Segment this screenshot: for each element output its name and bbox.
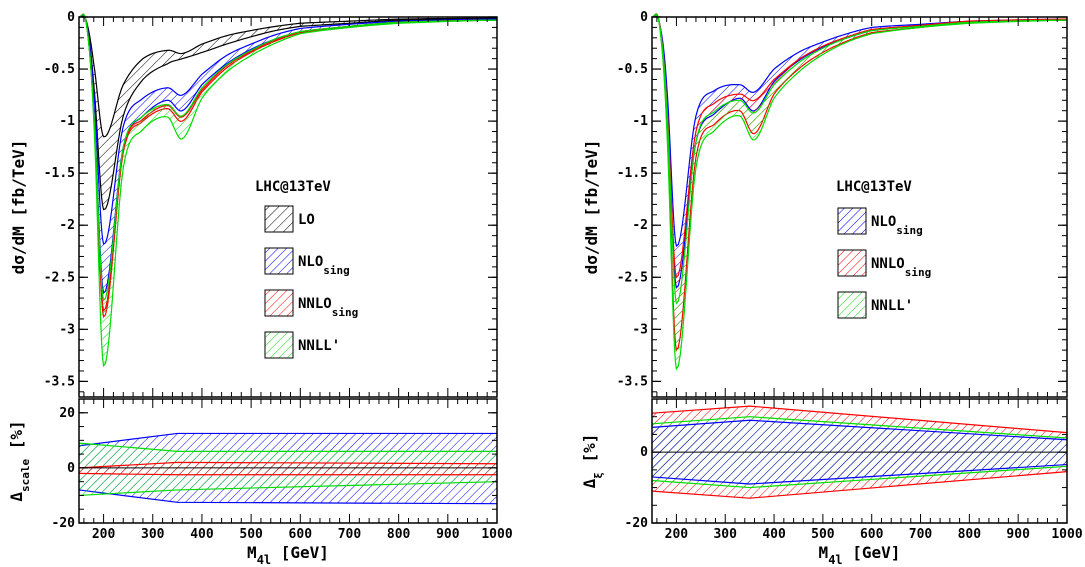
x-tick-label: 300	[141, 527, 165, 542]
ratio-y-tick-label: 0	[67, 461, 75, 476]
y-tick-label: -0.5	[617, 62, 648, 77]
x-tick-label: 1000	[481, 527, 512, 542]
ratio-y-tick-label: 0	[640, 445, 648, 460]
ratio-panel: 0 -20 200 300 400 500 600 700 800 900 1000 Δξ [%]	[580, 398, 1083, 542]
band-edge-high-blue	[78, 14, 498, 245]
band-edge-high-green	[79, 13, 498, 302]
x-tick-label: 300	[713, 527, 737, 542]
y-axis-label: dσ/dM [fb/TeV]	[9, 140, 28, 275]
ratio-edge-low-red	[651, 471, 1068, 499]
y-tick-label: 0	[640, 10, 648, 25]
y-tick-label: 0	[67, 10, 75, 25]
legend-label: LO	[298, 212, 315, 228]
x-tick-label: 200	[665, 527, 689, 542]
plot-frame	[78, 16, 498, 398]
ratio-band-red	[79, 462, 497, 475]
y-tick-label: -2	[632, 218, 648, 233]
y-tick-label: -3	[632, 322, 648, 337]
legend-swatch-black	[264, 205, 294, 233]
y-tick-label: -1.5	[44, 166, 75, 181]
legend-swatch-blue	[264, 247, 294, 275]
ratio-y-tick-label: 20	[59, 406, 75, 421]
ratio-y-axis-label: Δscale [%]	[7, 420, 32, 501]
legend: NLOsing NNLOsing NNLL'	[837, 207, 931, 319]
ratio-edge-high-green	[651, 416, 1068, 439]
y-tick-label: -1	[632, 114, 648, 129]
legend-label: NNLL'	[871, 298, 913, 314]
y-tick-label: -1.5	[617, 166, 648, 181]
collider-label: LHC@13TeV	[836, 179, 912, 195]
legend-swatch-blue	[837, 207, 867, 235]
plot-frame	[651, 16, 1068, 398]
ratio-edge-low-blue	[651, 463, 1068, 485]
x-axis-label: M4l [GeV]	[819, 543, 901, 567]
x-tick-label: 400	[190, 527, 214, 542]
band-edge-low-green	[651, 13, 1068, 371]
x-tick-label: 500	[811, 527, 835, 542]
legend-label: NNLOsing	[298, 296, 358, 319]
ratio-edge-high-blue	[651, 419, 1068, 441]
y-tick-label: -3	[59, 322, 75, 337]
y-axis-label: dσ/dM [fb/TeV]	[582, 140, 601, 275]
ratio-edge-high-blue	[78, 432, 497, 447]
x-tick-label: 500	[239, 527, 263, 542]
legend-swatch-green	[264, 331, 294, 359]
ratio-edge-high-green	[78, 442, 497, 452]
y-tick-label: -0.5	[44, 62, 75, 77]
x-tick-label: 1000	[1051, 527, 1082, 542]
ratio-frame	[651, 398, 1068, 524]
legend-label: NNLL'	[298, 338, 340, 354]
ratio-edge-high-red	[78, 461, 498, 469]
x-tick-label: 700	[909, 527, 933, 542]
y-tick-label: -1	[59, 114, 75, 129]
x-tick-label: 400	[762, 527, 786, 542]
band-edge-low-green	[78, 13, 498, 368]
legend-label: NLOsing	[871, 214, 923, 237]
legend-swatch-red	[264, 289, 294, 317]
right-chart-panel: 0 -0.5 -1 -1.5 -2 -2.5 -3 -3.5 dσ/dM [fb/TeV] LHC…	[580, 10, 1083, 567]
x-tick-label: 900	[1006, 527, 1030, 542]
x-tick-label: 800	[958, 527, 982, 542]
legend-label: NLOsing	[298, 254, 350, 277]
ratio-edge-low-green	[78, 481, 498, 497]
ratio-y-axis-label: Δξ [%]	[580, 434, 605, 489]
y-tick-label: -2.5	[44, 270, 75, 285]
legend: LO NLOsing NNLOsing NNLL'	[264, 205, 358, 359]
y-tick-label: -3.5	[617, 374, 648, 389]
y-tick-label: -2	[59, 218, 75, 233]
x-tick-label: 900	[436, 527, 460, 542]
legend-label: NNLOsing	[871, 256, 931, 279]
ratio-edge-low-red	[78, 472, 497, 476]
ratio-edge-high-red	[651, 405, 1068, 434]
legend-swatch-red	[837, 249, 867, 277]
x-axis-label: M4l [GeV]	[247, 543, 329, 567]
x-tick-label: 200	[92, 527, 116, 542]
band-blue	[652, 14, 1067, 288]
x-tick-label: 600	[289, 527, 313, 542]
x-tick-label: 600	[860, 527, 884, 542]
band-edge-low-blue	[651, 13, 1068, 289]
main-bands	[651, 13, 1068, 371]
legend-swatch-green	[837, 291, 867, 319]
band-edge-low-black	[78, 15, 498, 211]
ratio-y-tick-label: -20	[52, 516, 76, 531]
ratio-frame	[78, 398, 498, 524]
band-edge-high-green	[651, 14, 1068, 305]
ratio-y-tick-label: -20	[625, 516, 649, 531]
collider-label: LHC@13TeV	[255, 179, 331, 195]
band-edge-high-blue	[651, 15, 1068, 248]
ratio-edge-low-green	[651, 465, 1068, 489]
x-tick-label: 800	[387, 527, 411, 542]
y-tick-label: -2.5	[617, 270, 648, 285]
y-tick-label: -3.5	[44, 374, 75, 389]
left-chart-panel: 0 -0.5 -1 -1.5 -2 -2.5 -3 -3.5 dσ/dM [fb/TeV] LHC…	[7, 10, 513, 567]
main-bands	[78, 13, 498, 368]
band-edge-high-red	[651, 14, 1068, 279]
band-edge-high-black	[78, 15, 498, 138]
x-tick-label: 700	[338, 527, 362, 542]
